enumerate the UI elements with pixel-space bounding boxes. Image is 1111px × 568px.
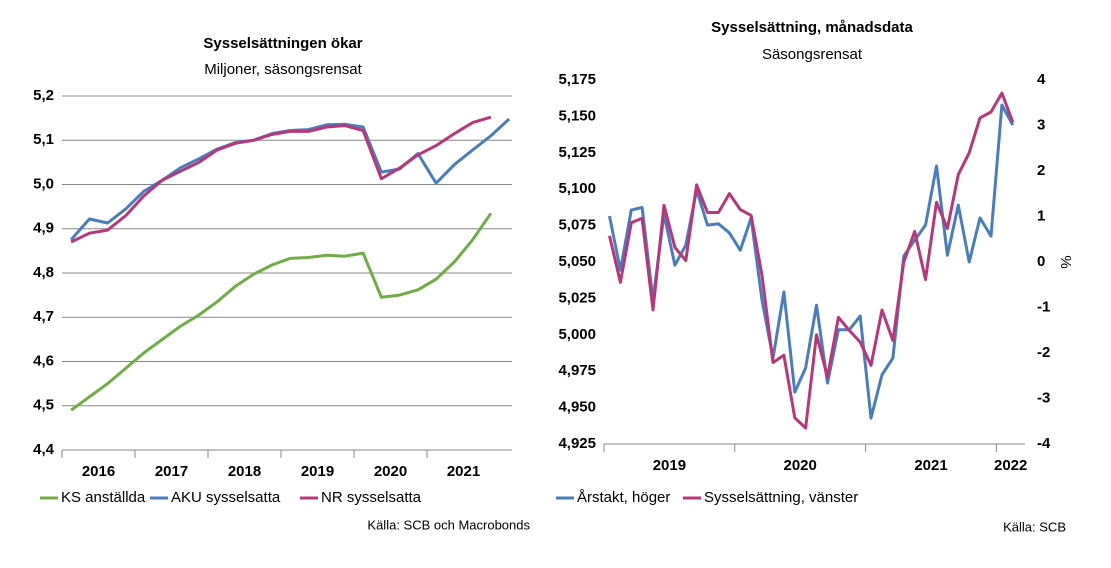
data-line <box>70 115 492 244</box>
y-tick-label: 5,0 <box>33 175 54 192</box>
data-line <box>70 212 493 412</box>
x-tick-label: 2019 <box>301 463 334 480</box>
x-tick-label: 2017 <box>155 463 188 480</box>
y-tick-label: 5,100 <box>558 180 596 197</box>
y-tick-label: 4,7 <box>33 308 54 325</box>
legend-label: NR sysselsatta <box>321 489 422 506</box>
source-note: Källa: SCB och Macrobonds <box>367 517 530 532</box>
y2-tick-label: -2 <box>1037 344 1050 361</box>
y-tick-label: 4,950 <box>558 399 596 416</box>
y-tick-label: 5,175 <box>558 71 596 88</box>
data-line <box>69 117 511 241</box>
y-tick-label: 4,6 <box>33 352 54 369</box>
x-tick-label: 2021 <box>914 457 947 474</box>
y-tick-label: 4,975 <box>558 362 596 379</box>
y-tick-label: 5,000 <box>558 326 596 343</box>
y-tick-label: 4,5 <box>33 397 54 414</box>
y-tick-label: 4,4 <box>33 441 55 458</box>
chart-title: Sysselsättningen ökar <box>203 35 362 52</box>
chart-subtitle: Miljoner, säsongsrensat <box>204 61 362 78</box>
y2-tick-label: -4 <box>1037 435 1051 452</box>
y-tick-label: 5,150 <box>558 107 596 124</box>
y-tick-label: 5,025 <box>558 289 596 306</box>
data-line <box>608 103 1015 420</box>
y-tick-label: 5,075 <box>558 217 596 234</box>
x-tick-label: 2018 <box>228 463 261 480</box>
x-tick-label: 2021 <box>447 463 480 480</box>
chart-subtitle: Säsongsrensat <box>762 46 863 63</box>
y2-axis-label: % <box>1057 255 1074 268</box>
data-line <box>608 91 1015 430</box>
x-tick-label: 2019 <box>653 457 686 474</box>
y-tick-label: 5,2 <box>33 87 54 104</box>
x-tick-label: 2022 <box>994 457 1027 474</box>
legend-label: AKU sysselsatta <box>171 489 281 506</box>
y2-tick-label: 1 <box>1037 207 1045 224</box>
y2-tick-label: -3 <box>1037 389 1050 406</box>
x-tick-label: 2016 <box>82 463 115 480</box>
y2-tick-label: 0 <box>1037 253 1045 270</box>
y2-tick-label: 3 <box>1037 116 1045 133</box>
y-tick-label: 4,925 <box>558 435 596 452</box>
y2-tick-label: 4 <box>1037 71 1046 88</box>
source-note: Källa: SCB <box>1003 519 1066 534</box>
legend-label: Sysselsättning, vänster <box>704 489 858 506</box>
chart-title: Sysselsättning, månadsdata <box>711 19 913 36</box>
y-tick-label: 5,125 <box>558 144 596 161</box>
x-tick-label: 2020 <box>374 463 407 480</box>
legend-label: Årstakt, höger <box>577 489 670 506</box>
legend-label: KS anställda <box>61 489 146 506</box>
y-tick-label: 5,050 <box>558 253 596 270</box>
y-tick-label: 5,1 <box>33 131 54 148</box>
y-tick-label: 4,9 <box>33 220 54 237</box>
x-tick-label: 2020 <box>784 457 817 474</box>
y2-tick-label: 2 <box>1037 162 1045 179</box>
y2-tick-label: -1 <box>1037 298 1050 315</box>
y-tick-label: 4,8 <box>33 264 54 281</box>
